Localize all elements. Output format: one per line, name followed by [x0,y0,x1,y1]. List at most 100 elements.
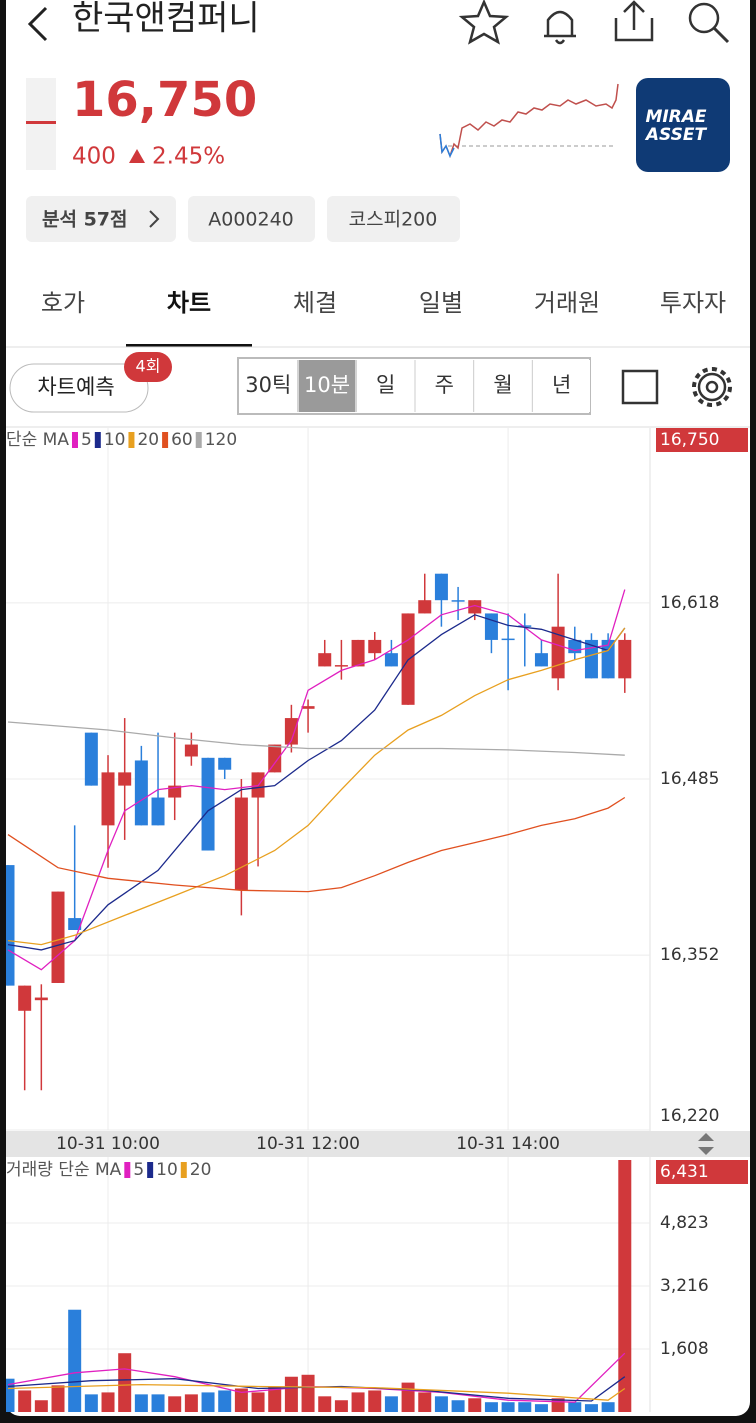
chart-area: 16,220 16,352 16,485 16,618 10-31 10:00 10-31… [6,428,750,1412]
app-surface [6,0,750,1416]
interval-button[interactable] [533,360,590,412]
candle-body [6,865,15,986]
favorite-icon[interactable] [458,0,510,45]
price-change: 400 [72,144,116,170]
volume-bar [168,1396,182,1412]
chip-label: 코스피200 [349,209,438,231]
legend-swatch [147,1162,154,1178]
predict-button[interactable] [9,363,149,413]
y-tick-label: 3,216 [660,1276,709,1296]
tab-bar: 호가 차트 체결 일별 거래원 투자자 [41,289,726,347]
tab-label: 거래원 [534,289,600,317]
interval-label: 30틱 [245,373,291,397]
candle-body [201,757,215,851]
interval-button[interactable] [416,360,473,412]
volume-bar [451,1400,465,1412]
settings-icon[interactable] [692,367,732,407]
price-plot [6,573,632,1091]
chevron [149,210,160,228]
sparkline [439,83,619,159]
predict-label: 차트예측 [37,375,114,399]
legend-title: 거래량 단순 MA [6,1160,122,1180]
x-tick-label: 10-31 14:00 [456,1134,560,1154]
candle-body [184,744,198,757]
ma-line [7,589,626,971]
tab-label: 일별 [419,289,463,317]
volume-bar [534,1404,548,1412]
y-tick-label: 1,608 [660,1339,709,1359]
legend-swatch [71,432,78,448]
predict-badge [124,352,172,382]
current-value-box [656,1160,748,1184]
current-price: 16,750 [72,72,257,128]
candle-body [134,760,148,826]
alarm-icon[interactable] [544,10,576,45]
interval-button[interactable] [357,360,414,412]
volume-bar [318,1396,332,1412]
candle-body [618,639,632,679]
candle-body [18,985,32,1011]
candle-body [151,797,165,826]
candle-body [451,600,465,602]
current-value-box [656,428,748,452]
candle-body [584,639,598,679]
search-icon[interactable] [688,2,730,44]
volume-bar [518,1402,532,1412]
volume-bar [184,1394,198,1412]
volume-bar [334,1400,348,1412]
volume-bar [484,1402,498,1412]
current-value-label: 6,431 [660,1162,709,1182]
tab-label: 투자자 [660,289,726,317]
chip-label: A000240 [208,209,294,231]
price-range-marker [26,121,56,124]
chip[interactable] [188,196,315,242]
interval-button[interactable] [298,360,356,412]
volume-bar [68,1309,82,1412]
volume-bar [618,1160,632,1412]
volume-bar [101,1392,115,1412]
candle-body [434,573,448,601]
volume-bar [151,1394,165,1412]
volume-bar [501,1402,515,1412]
drawing-tool-icon[interactable] [621,369,659,405]
back-button[interactable] [27,6,48,42]
volume-plot [6,1160,632,1412]
candle-body [218,757,232,770]
chip[interactable] [327,196,460,242]
volume-bar [351,1392,365,1412]
legend-swatch [180,1162,187,1178]
share-icon[interactable] [614,0,654,42]
interval-button[interactable] [474,360,532,412]
candle-body [384,653,398,667]
tab-label: 호가 [41,289,85,317]
volume-bar [418,1392,432,1412]
x-tick-label: 10-31 10:00 [56,1134,160,1154]
candle-body [551,626,565,679]
volume-bar [34,1400,48,1412]
stock-title: 한국앤컴퍼니 [72,0,260,39]
up-arrow [129,149,145,163]
time-axis [6,1131,750,1157]
resize-handle[interactable] [698,1133,714,1155]
volume-bar [584,1404,598,1412]
volume-bar [301,1374,315,1412]
volume-bar [84,1394,98,1412]
legend-swatch [124,1162,131,1178]
volume-bar [234,1388,248,1412]
interval-label: 월 [493,373,512,397]
ma-line [7,1383,626,1401]
ma-line [7,1376,626,1402]
volume-bar [118,1353,132,1412]
legend-label: 120 [205,430,237,450]
volume-bar [51,1385,65,1412]
legend-label: 10 [156,1160,178,1180]
ma-line [7,721,625,756]
candle-body [318,653,332,667]
volume-bar [568,1402,582,1412]
logo-text: ASSET [644,125,708,145]
interval-label: 주 [435,373,454,397]
interval-button[interactable] [240,360,297,412]
chip[interactable] [26,196,176,242]
